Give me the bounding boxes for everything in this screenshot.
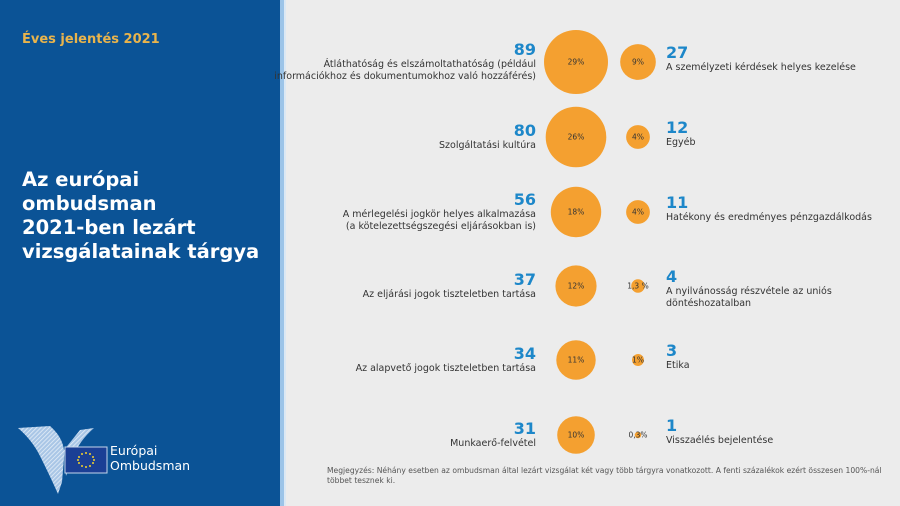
- topic-count: 1: [666, 416, 678, 435]
- bubble-percent-label: 26%: [568, 133, 585, 142]
- panel-divider-light: [284, 0, 286, 506]
- bubble-right-0: [620, 44, 656, 80]
- bubble-left-5: [557, 416, 595, 454]
- topic-label-line: A mérlegelési jogkör helyes alkalmazása: [342, 209, 536, 220]
- eu-flag-icon: [64, 446, 108, 474]
- european-ombudsman-logo: [18, 426, 108, 494]
- bubble-right-1: [626, 125, 650, 149]
- topic-count: 89: [513, 40, 536, 59]
- bubble-percent-label: 12%: [568, 282, 585, 291]
- topic-count: 12: [666, 118, 689, 137]
- bubble-left-4: [556, 340, 596, 380]
- footnote: Megjegyzés: Néhány esetben az ombudsman …: [327, 466, 887, 486]
- footnote-line: többet tesznek ki.: [327, 476, 396, 485]
- logo-line: Európai: [110, 443, 158, 458]
- topic-label-line: Az alapvető jogok tiszteletben tartása: [355, 363, 536, 374]
- topic-label-line: Munkaerő-felvétel: [450, 438, 536, 449]
- topic-label: Átláthatóság és elszámoltathatóság (péld…: [274, 59, 536, 83]
- title-line: vizsgálatainak tárgya: [22, 240, 260, 263]
- bubble-percent-label: 1%: [632, 356, 644, 365]
- topic-count: 80: [513, 121, 536, 140]
- title-line: 2021-ben lezárt: [22, 216, 196, 239]
- topic-label: Az eljárási jogok tiszteletben tartása: [363, 289, 536, 301]
- topic-label-line: Egyéb: [666, 137, 696, 148]
- logo-wing-icon: [18, 426, 65, 494]
- bubble-left-2: [550, 186, 602, 238]
- topic-label-line: információkhoz és dokumentumokhoz való h…: [274, 71, 536, 82]
- title-line: Az európai ombudsman: [22, 168, 157, 215]
- topic-label: Az alapvető jogok tiszteletben tartása: [356, 363, 536, 375]
- topic-label: Egyéb: [666, 137, 696, 149]
- bubble-percent-label: 29%: [568, 58, 585, 67]
- topic-label-line: Hatékony és eredményes pénzgazdálkodás: [666, 212, 872, 223]
- topic-label: A mérlegelési jogkör helyes alkalmazása(…: [343, 209, 536, 233]
- topic-label-line: (a kötelezettségszegési eljárásokban is): [345, 221, 536, 232]
- topic-label-line: Átláthatóság és elszámoltathatóság (péld…: [323, 59, 536, 70]
- topic-label-line: Visszaélés bejelentése: [666, 435, 774, 446]
- topic-count: 56: [513, 190, 536, 209]
- panel-divider: [280, 0, 284, 506]
- topic-count: 27: [666, 43, 689, 62]
- bubble-right-4: [632, 354, 644, 366]
- topic-count: 11: [666, 193, 689, 212]
- bubble-percent-label: 9%: [632, 58, 644, 67]
- topic-label: Visszaélés bejelentése: [666, 435, 773, 447]
- topic-label: A személyzeti kérdések helyes kezelése: [666, 62, 856, 74]
- topic-label-line: A nyilvánosság részvétele az uniós: [666, 286, 832, 297]
- topic-label-line: döntéshozatalban: [666, 298, 752, 309]
- bubble-percent-label: 10%: [568, 431, 585, 440]
- bubble-percent-label: 18%: [568, 208, 585, 217]
- topic-label: Etika: [666, 360, 690, 372]
- bubble-percent-label: 0,3%: [628, 431, 647, 440]
- topic-label: Hatékony és eredményes pénzgazdálkodás: [666, 212, 872, 224]
- topic-label: Szolgáltatási kultúra: [439, 140, 536, 152]
- bubble-left-0: [544, 30, 608, 94]
- page-title: Az európai ombudsman 2021-ben lezárt viz…: [22, 168, 277, 264]
- bubble-right-3: [631, 279, 645, 293]
- topic-count: 4: [666, 267, 678, 286]
- bubble-left-3: [555, 265, 597, 307]
- bubble-left-1: [545, 106, 607, 168]
- logo-text: Európai Ombudsman: [110, 443, 190, 473]
- logo-line: Ombudsman: [110, 458, 191, 473]
- topic-count: 3: [666, 341, 678, 360]
- eu-stars-icon: [77, 452, 95, 468]
- bubble-right-2: [626, 200, 650, 224]
- bubble-percent-label: 1,3 %: [627, 282, 648, 291]
- topic-count: 37: [513, 270, 536, 289]
- topic-label-line: Etika: [666, 360, 690, 371]
- footnote-line: Megjegyzés: Néhány esetben az ombudsman …: [327, 466, 882, 475]
- topic-label-line: A személyzeti kérdések helyes kezelése: [666, 62, 856, 73]
- topic-label: A nyilvánosság részvétele az uniós döntés…: [666, 286, 832, 310]
- bubble-percent-label: 4%: [632, 133, 644, 142]
- bubble-percent-label: 4%: [632, 208, 644, 217]
- left-panel: [0, 0, 280, 506]
- bubble-percent-label: 11%: [568, 356, 585, 365]
- topic-count: 31: [513, 419, 536, 438]
- bubble-right-5: [634, 431, 642, 439]
- topic-count: 34: [513, 344, 536, 363]
- report-label: Éves jelentés 2021: [22, 32, 160, 47]
- topic-label: Munkaerő-felvétel: [450, 438, 536, 450]
- topic-label-line: Szolgáltatási kultúra: [438, 140, 536, 151]
- topic-label-line: Az eljárási jogok tiszteletben tartása: [362, 289, 536, 300]
